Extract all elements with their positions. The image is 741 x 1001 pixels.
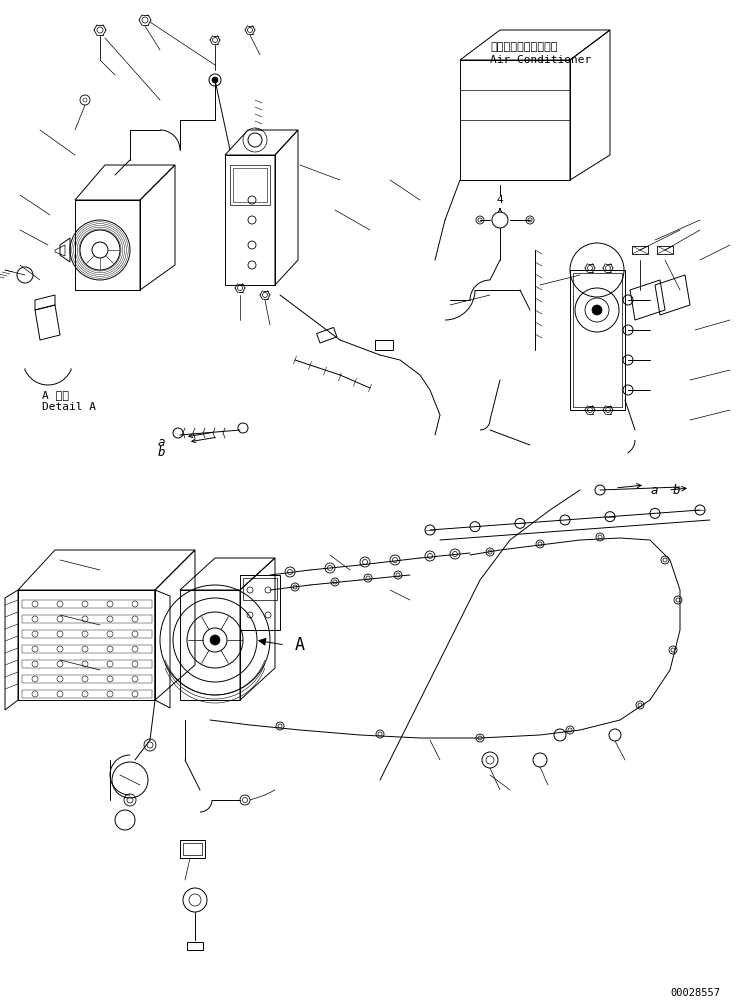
Bar (22, 675, 152, 683)
Text: 4: 4 (496, 195, 503, 205)
Circle shape (212, 77, 218, 83)
Bar (187, 942, 203, 950)
Circle shape (210, 635, 220, 645)
Bar (22, 630, 152, 638)
Text: エアーコンディショナ: エアーコンディショナ (490, 42, 557, 52)
Bar (230, 165, 270, 205)
Bar (22, 645, 152, 653)
Text: b: b (673, 483, 680, 496)
Bar (570, 270, 625, 410)
Text: a: a (158, 436, 165, 449)
Bar (375, 340, 393, 350)
Bar (240, 575, 280, 630)
Text: a: a (651, 483, 659, 496)
Circle shape (592, 305, 602, 315)
Bar (316, 327, 337, 343)
Bar (22, 615, 152, 623)
Bar (573, 273, 622, 407)
Text: 00028557: 00028557 (670, 988, 720, 998)
Bar (183, 843, 202, 855)
Text: Air Conditioner: Air Conditioner (490, 55, 591, 65)
Bar (22, 690, 152, 698)
Bar (233, 168, 267, 202)
Text: Detail A: Detail A (42, 402, 96, 412)
Text: A: A (295, 636, 305, 654)
Text: A 詳細: A 詳細 (42, 390, 69, 400)
Bar (180, 840, 205, 858)
Bar (22, 600, 152, 608)
Text: b: b (158, 446, 165, 459)
Bar (22, 660, 152, 668)
Bar (243, 578, 277, 600)
